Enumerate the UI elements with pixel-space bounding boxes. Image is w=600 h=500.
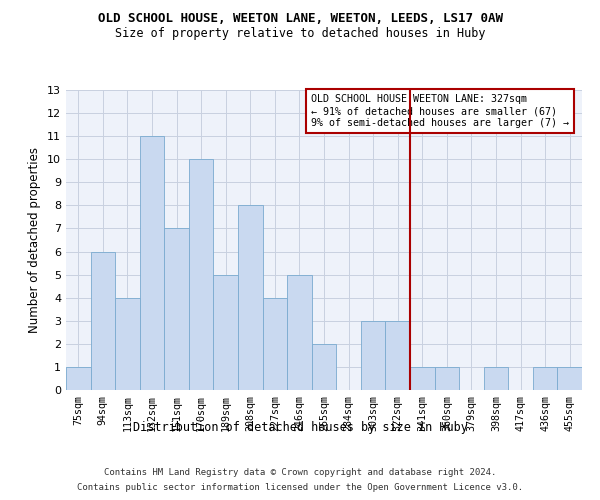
- Bar: [287, 274, 312, 390]
- Bar: [533, 367, 557, 390]
- Bar: [66, 367, 91, 390]
- Text: Contains HM Land Registry data © Crown copyright and database right 2024.: Contains HM Land Registry data © Crown c…: [104, 468, 496, 477]
- Bar: [115, 298, 140, 390]
- Text: OLD SCHOOL HOUSE WEETON LANE: 327sqm
← 91% of detached houses are smaller (67)
9: OLD SCHOOL HOUSE WEETON LANE: 327sqm ← 9…: [311, 94, 569, 128]
- Bar: [189, 159, 214, 390]
- Bar: [140, 136, 164, 390]
- Bar: [238, 206, 263, 390]
- Bar: [91, 252, 115, 390]
- Bar: [164, 228, 189, 390]
- Y-axis label: Number of detached properties: Number of detached properties: [28, 147, 41, 333]
- Bar: [410, 367, 434, 390]
- Bar: [557, 367, 582, 390]
- Text: Distribution of detached houses by size in Huby: Distribution of detached houses by size …: [133, 421, 467, 434]
- Bar: [361, 321, 385, 390]
- Bar: [214, 274, 238, 390]
- Bar: [385, 321, 410, 390]
- Bar: [484, 367, 508, 390]
- Text: Contains public sector information licensed under the Open Government Licence v3: Contains public sector information licen…: [77, 483, 523, 492]
- Text: OLD SCHOOL HOUSE, WEETON LANE, WEETON, LEEDS, LS17 0AW: OLD SCHOOL HOUSE, WEETON LANE, WEETON, L…: [97, 12, 503, 26]
- Bar: [434, 367, 459, 390]
- Bar: [312, 344, 336, 390]
- Text: Size of property relative to detached houses in Huby: Size of property relative to detached ho…: [115, 28, 485, 40]
- Bar: [263, 298, 287, 390]
